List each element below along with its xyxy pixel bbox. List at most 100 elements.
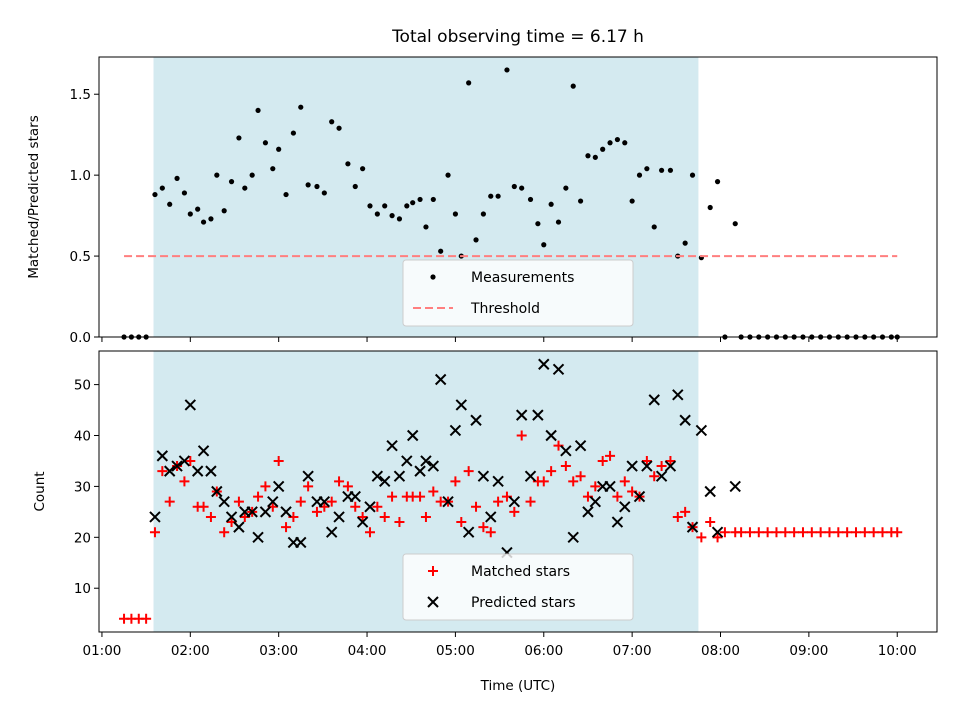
- matched-star-point: [415, 491, 426, 502]
- matched-star-point: [868, 527, 879, 538]
- predicted-star-point: [280, 506, 292, 518]
- measurement-point: [367, 203, 373, 209]
- measurement-point: [714, 179, 721, 185]
- matched-star-point: [233, 496, 244, 507]
- predicted-star-point: [267, 495, 279, 508]
- measurement-point: [504, 67, 510, 73]
- matched-star-point: [141, 613, 152, 624]
- measurement-point: [541, 242, 547, 248]
- measurement-point: [329, 119, 335, 125]
- y-axis-ticks: 10 20 30 40 50: [74, 378, 99, 597]
- matched-star-point: [771, 527, 782, 538]
- measurement-point: [480, 211, 486, 217]
- y-axis-label: Matched/Predicted stars: [26, 115, 42, 278]
- predicted-star-point: [333, 511, 345, 523]
- matched-star-point: [253, 491, 264, 502]
- matched-star-point: [560, 461, 571, 472]
- measurement-point: [167, 201, 173, 207]
- x-tick-label: 09:00: [789, 643, 828, 659]
- matched-star-point: [892, 527, 903, 538]
- measurement-point: [577, 198, 584, 204]
- measurement-point: [187, 211, 193, 217]
- measurement-point: [535, 221, 541, 227]
- matched-star-point: [789, 527, 800, 538]
- measurement-point: [404, 203, 410, 209]
- legend-label: Measurements: [471, 270, 574, 286]
- measurement-point: [622, 140, 628, 146]
- matched-star-point: [705, 517, 716, 528]
- matched-star-point: [164, 496, 175, 507]
- measurement-point: [527, 196, 534, 203]
- matched-star-point: [463, 466, 474, 477]
- matched-star-point: [736, 527, 747, 538]
- measurement-point: [360, 166, 366, 172]
- predicted-star-point: [604, 480, 616, 493]
- measurement-point: [651, 224, 657, 230]
- measurement-point: [473, 237, 479, 243]
- x-tick-label: 06:00: [524, 643, 563, 659]
- predicted-star-point: [626, 460, 638, 472]
- measurement-point: [389, 213, 395, 219]
- matched-star-point: [364, 527, 375, 538]
- y-tick-label: 50: [74, 378, 91, 394]
- measurement-point: [283, 191, 289, 198]
- measurement-point: [563, 185, 569, 191]
- matched-star-point: [303, 481, 314, 492]
- measurement-point: [689, 172, 696, 178]
- matched-star-point: [273, 455, 284, 466]
- predicted-star-point: [272, 480, 285, 493]
- predicted-star-point: [434, 373, 447, 386]
- measurement-point: [396, 216, 403, 222]
- predicted-star-point: [664, 460, 677, 472]
- matched-star-point: [833, 527, 844, 538]
- predicted-star-point: [532, 409, 544, 421]
- matched-star-point: [281, 522, 292, 533]
- matched-star-point: [420, 511, 431, 522]
- legend: Matched stars Predicted stars: [402, 553, 634, 621]
- predicted-star-point: [325, 526, 338, 538]
- measurement-point: [592, 154, 598, 160]
- predicted-star-point: [171, 460, 183, 472]
- measurement-point: [417, 196, 423, 203]
- predicted-star-point: [406, 429, 419, 442]
- matched-star-point: [179, 476, 190, 487]
- predicted-star-point: [552, 363, 565, 376]
- predicted-star-point: [477, 470, 490, 482]
- measurement-point: [410, 200, 416, 206]
- count-panel: 10 20 30 40 50 01:00 02:00 03:00 04:00 05:00 06:0…: [32, 350, 938, 694]
- matched-star-point: [605, 450, 616, 461]
- measurement-point: [600, 146, 606, 152]
- measurement-point: [298, 104, 304, 110]
- predicted-star-point: [401, 455, 413, 467]
- predicted-star-point: [729, 480, 741, 493]
- predicted-star-point: [648, 394, 660, 406]
- matched-star-point: [478, 522, 489, 533]
- matched-star-point: [696, 532, 707, 543]
- measurement-point: [519, 185, 525, 191]
- measurement-point: [255, 107, 261, 114]
- measurement-point: [345, 161, 351, 167]
- y-tick-label: 40: [74, 429, 91, 445]
- predicted-star-point: [641, 460, 653, 472]
- matched-star-point: [357, 511, 368, 522]
- ratio-panel: 0.0 0.5 1.0 1.5 Total observing time = 6.17…: [26, 27, 938, 346]
- count-points: [119, 358, 903, 624]
- measurement-point: [352, 183, 358, 190]
- predicted-star-point: [672, 389, 684, 401]
- matched-star-point: [753, 527, 764, 538]
- matched-star-point: [568, 476, 579, 487]
- measurement-point: [228, 179, 235, 185]
- measurement-point: [614, 136, 621, 143]
- measurement-point: [629, 198, 635, 204]
- matched-star-point: [575, 471, 586, 482]
- measurement-point: [667, 167, 674, 173]
- measurement-point: [174, 175, 180, 181]
- matched-star-point: [149, 527, 160, 538]
- predicted-star-point: [582, 506, 594, 518]
- predicted-star-point: [393, 470, 406, 482]
- x-tick-label: 01:00: [82, 643, 121, 659]
- matched-star-point: [342, 481, 353, 492]
- matched-star-point: [205, 511, 216, 522]
- predicted-star-point: [655, 470, 668, 482]
- matched-star-point: [815, 527, 826, 538]
